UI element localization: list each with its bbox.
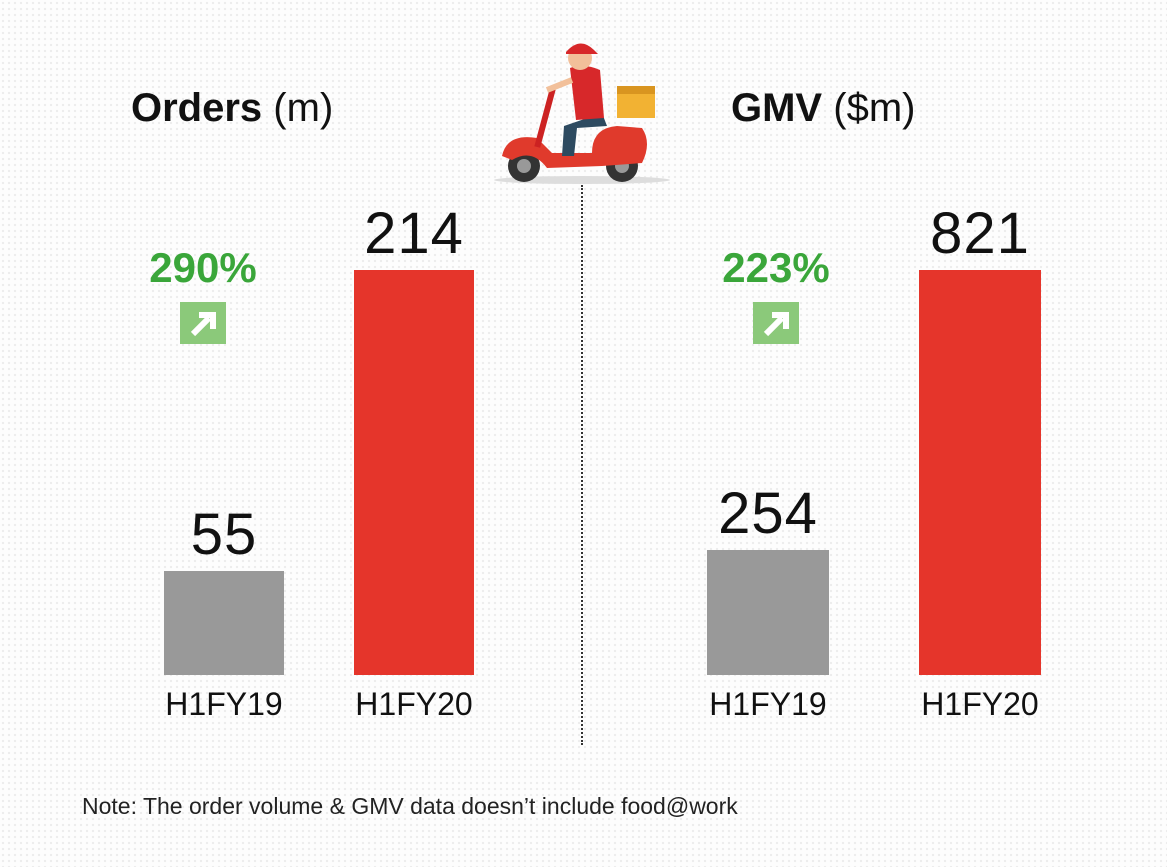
bar-h1fy19 bbox=[164, 570, 284, 675]
category-label: H1FY20 bbox=[921, 686, 1039, 722]
delivery-scooter-icon bbox=[494, 43, 670, 184]
gmv-title: GMV ($m) bbox=[731, 86, 916, 130]
bar-h1fy19 bbox=[707, 549, 829, 675]
divider bbox=[581, 185, 583, 745]
data-label: 821 bbox=[930, 201, 1030, 266]
orders-title: Orders (m) bbox=[131, 86, 334, 130]
data-label: 214 bbox=[364, 201, 464, 266]
bar-h1fy20 bbox=[354, 270, 474, 675]
category-label: H1FY19 bbox=[165, 686, 283, 722]
orders-growth: 290% bbox=[149, 244, 257, 291]
footnote: Note: The order volume & GMV data doesn’… bbox=[82, 793, 738, 819]
gmv-growth: 223% bbox=[722, 244, 830, 291]
bar-h1fy20 bbox=[919, 270, 1041, 675]
data-label: 254 bbox=[718, 480, 818, 546]
category-label: H1FY19 bbox=[709, 686, 827, 722]
arrow-up-right-icon bbox=[180, 302, 226, 344]
category-label: H1FY20 bbox=[355, 686, 473, 722]
data-label: 55 bbox=[190, 501, 258, 567]
arrow-up-right-icon bbox=[753, 302, 799, 344]
